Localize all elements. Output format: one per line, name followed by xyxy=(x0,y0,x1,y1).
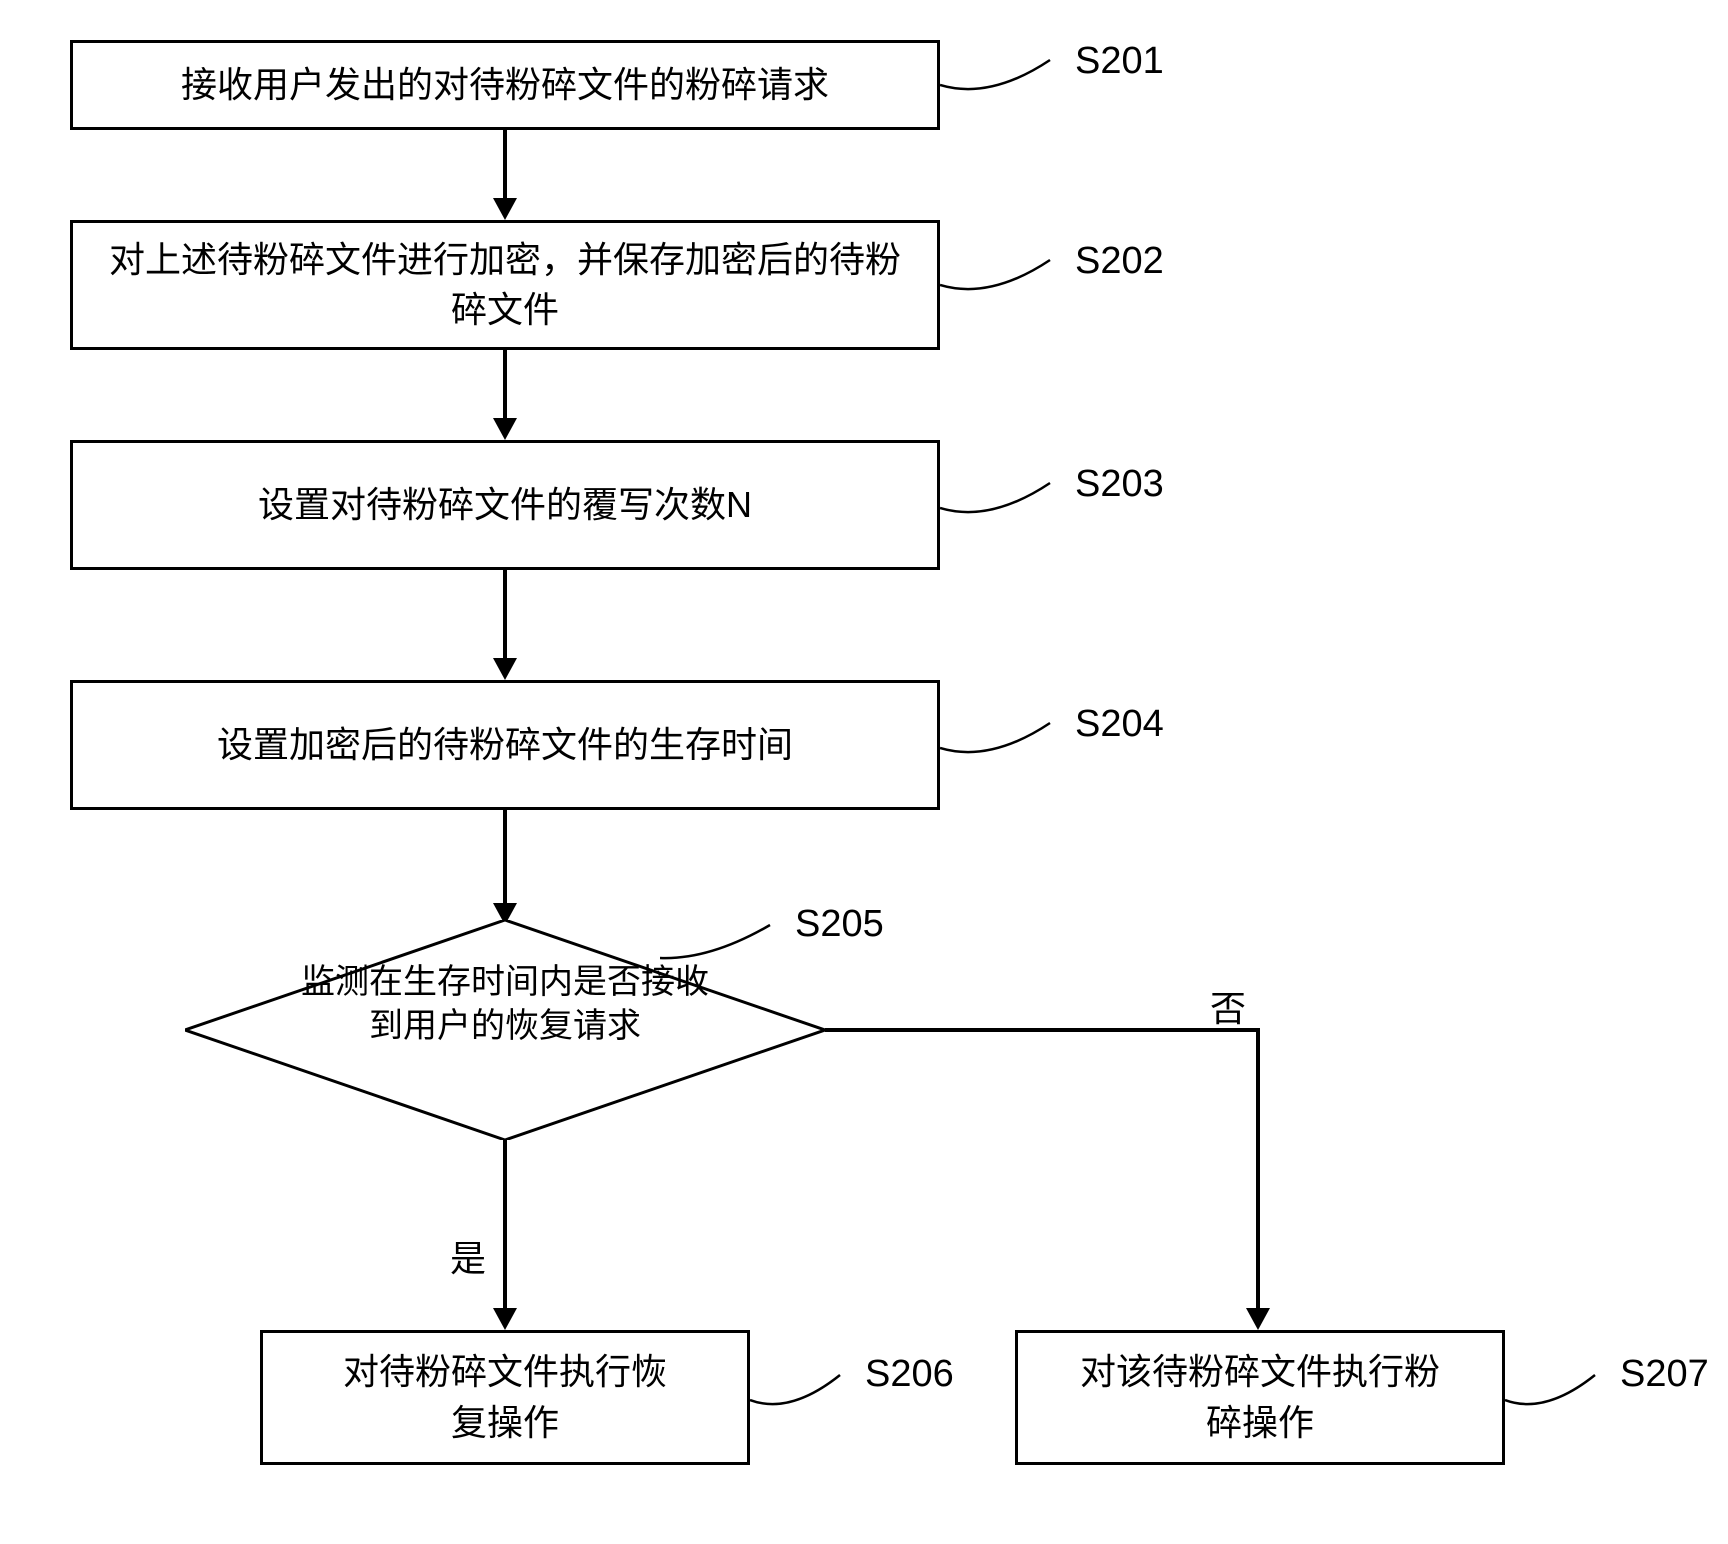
arrow-line-horizontal xyxy=(825,1028,1260,1032)
arrow-line xyxy=(503,570,507,660)
label-s203: S203 xyxy=(1075,463,1164,506)
process-text-s206: 对待粉碎文件执行恢复操作 xyxy=(330,1347,680,1448)
process-text-s202: 对上述待粉碎文件进行加密，并保存加密后的待粉碎文件 xyxy=(93,235,917,336)
label-s204: S204 xyxy=(1075,703,1164,746)
connector-s204 xyxy=(940,718,1070,768)
process-box-s204: 设置加密后的待粉碎文件的生存时间 xyxy=(70,680,940,810)
edge-label-yes: 是 xyxy=(450,1230,486,1282)
arrow-line xyxy=(503,350,507,420)
arrow-head xyxy=(493,1308,517,1330)
connector-s203 xyxy=(940,478,1070,528)
process-box-s201: 接收用户发出的对待粉碎文件的粉碎请求 xyxy=(70,40,940,130)
label-s206: S206 xyxy=(865,1353,954,1396)
arrow-head xyxy=(493,198,517,220)
process-text-s201: 接收用户发出的对待粉碎文件的粉碎请求 xyxy=(181,60,829,110)
decision-text-s205: 监测在生存时间内是否接收到用户的恢复请求 xyxy=(300,960,710,1048)
connector-s202 xyxy=(940,255,1070,305)
process-text-s207: 对该待粉碎文件执行粉碎操作 xyxy=(1070,1347,1450,1448)
arrow-head xyxy=(493,418,517,440)
label-s201: S201 xyxy=(1075,40,1164,83)
connector-s206 xyxy=(750,1370,860,1420)
connector-s205 xyxy=(660,920,790,970)
edge-label-no: 否 xyxy=(1210,980,1246,1032)
process-text-s204: 设置加密后的待粉碎文件的生存时间 xyxy=(217,720,793,770)
arrow-line xyxy=(1256,1028,1260,1310)
connector-s207 xyxy=(1505,1370,1615,1420)
label-s207: S207 xyxy=(1620,1353,1709,1396)
arrow-head xyxy=(1246,1308,1270,1330)
arrow-line xyxy=(503,810,507,905)
label-s202: S202 xyxy=(1075,240,1164,283)
arrow-line xyxy=(503,130,507,200)
process-text-s203: 设置对待粉碎文件的覆写次数N xyxy=(258,480,752,530)
process-box-s203: 设置对待粉碎文件的覆写次数N xyxy=(70,440,940,570)
process-box-s206: 对待粉碎文件执行恢复操作 xyxy=(260,1330,750,1465)
label-s205: S205 xyxy=(795,903,884,946)
process-box-s202: 对上述待粉碎文件进行加密，并保存加密后的待粉碎文件 xyxy=(70,220,940,350)
arrow-head xyxy=(493,658,517,680)
arrow-line xyxy=(503,1140,507,1310)
connector-s201 xyxy=(940,55,1070,105)
process-box-s207: 对该待粉碎文件执行粉碎操作 xyxy=(1015,1330,1505,1465)
